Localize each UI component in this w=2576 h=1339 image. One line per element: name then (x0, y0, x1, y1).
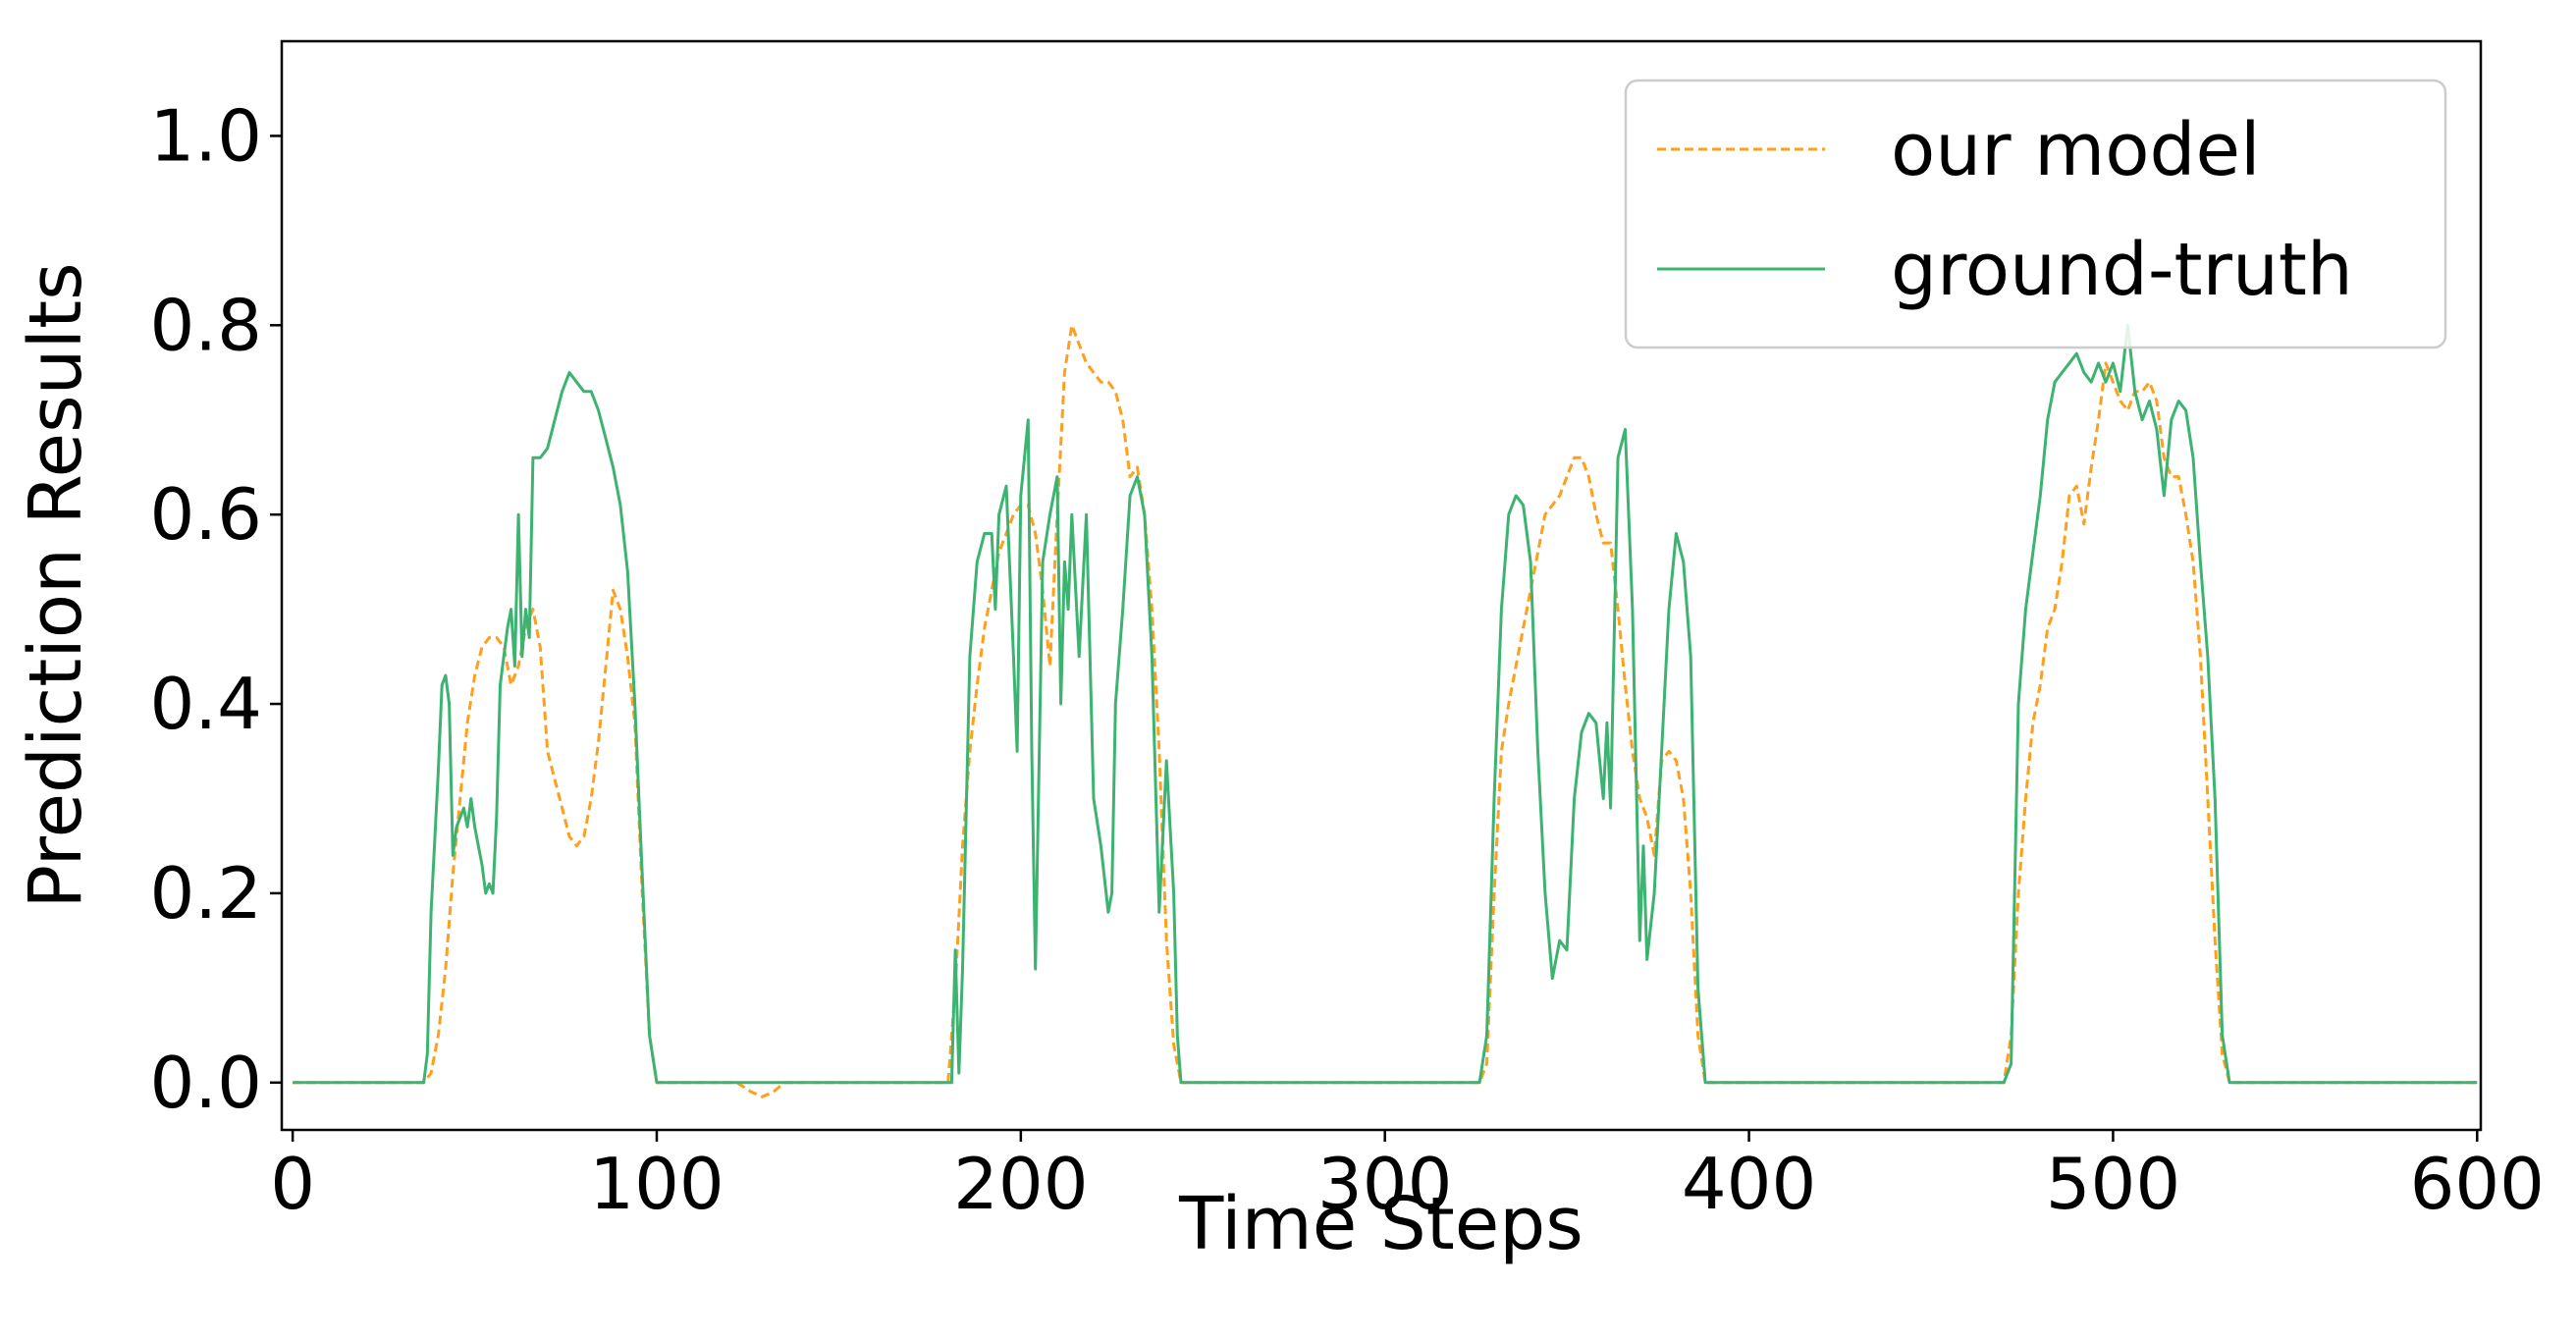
x-tick-label: 200 (953, 1143, 1088, 1225)
y-tick-label: 0.0 (149, 1042, 262, 1124)
legend: our model ground-truth (1624, 79, 2447, 349)
x-tick-label: 100 (589, 1143, 724, 1225)
legend-label-2: ground-truth (1891, 228, 2353, 312)
y-tick-label: 0.2 (149, 852, 262, 935)
x-tick-label: 400 (1682, 1143, 1816, 1225)
y-tick-label: 1.0 (149, 94, 262, 177)
x-tick-label: 500 (2046, 1143, 2180, 1225)
x-tick-label: 600 (2410, 1143, 2545, 1225)
axes-layer: 0 100 200 300 400 500 600 0.0 0.2 0.4 0.6 0.8 1.0 (149, 39, 2545, 1225)
series-layer (293, 323, 2478, 1098)
legend-box (1624, 79, 2447, 349)
y-axis-title: Prediction Results (14, 262, 98, 908)
plot-frame (280, 39, 2483, 1132)
x-tick-label: 0 (270, 1143, 315, 1225)
y-tick-label: 0.8 (149, 284, 262, 366)
legend-label-1: our model (1891, 108, 2261, 192)
x-tick-label: 300 (1317, 1143, 1452, 1225)
y-tick-label: 0.6 (149, 473, 262, 556)
series-line-2 (293, 323, 2478, 1085)
y-tick-label: 0.4 (149, 663, 262, 745)
x-axis-title: Time Steps (1178, 1182, 1583, 1266)
